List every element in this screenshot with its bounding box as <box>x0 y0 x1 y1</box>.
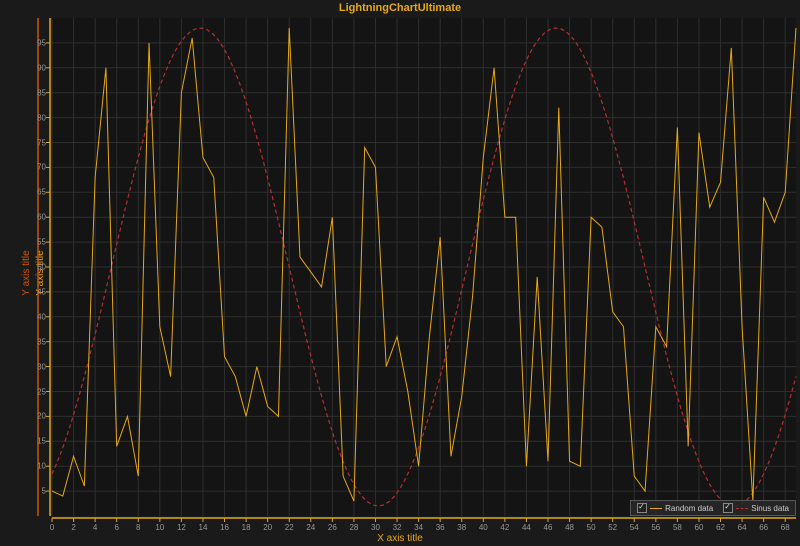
x-tick-label: 6 <box>114 523 118 532</box>
x-tick-label: 22 <box>285 523 294 532</box>
checkbox-icon[interactable] <box>723 503 733 513</box>
x-tick-label: 32 <box>393 523 402 532</box>
y-tick-label: 55 <box>28 238 46 247</box>
y-tick-label: 80 <box>28 113 46 122</box>
x-tick-label: 10 <box>155 523 164 532</box>
y-tick-label: 65 <box>28 188 46 197</box>
x-tick-label: 40 <box>479 523 488 532</box>
x-tick-label: 34 <box>414 523 423 532</box>
x-tick-label: 48 <box>565 523 574 532</box>
legend-item-random[interactable]: Random data <box>637 503 713 513</box>
x-tick-label: 64 <box>738 523 747 532</box>
x-tick-label: 0 <box>50 523 54 532</box>
x-tick-label: 66 <box>759 523 768 532</box>
y-tick-label: 15 <box>28 437 46 446</box>
x-tick-label: 50 <box>587 523 596 532</box>
x-tick-label: 18 <box>242 523 251 532</box>
y-tick-label: 85 <box>28 88 46 97</box>
x-tick-label: 20 <box>263 523 272 532</box>
x-tick-label: 62 <box>716 523 725 532</box>
plot-area <box>0 0 800 546</box>
x-tick-label: 16 <box>220 523 229 532</box>
x-tick-label: 28 <box>349 523 358 532</box>
x-tick-label: 24 <box>306 523 315 532</box>
y-tick-label: 30 <box>28 362 46 371</box>
x-tick-label: 14 <box>199 523 208 532</box>
x-tick-label: 12 <box>177 523 186 532</box>
y-tick-label: 35 <box>28 337 46 346</box>
x-tick-label: 52 <box>608 523 617 532</box>
x-tick-label: 46 <box>544 523 553 532</box>
x-tick-label: 58 <box>673 523 682 532</box>
chart-container: LightningChartUltimate Y axis title Y ax… <box>0 0 800 546</box>
y-tick-label: 20 <box>28 412 46 421</box>
x-tick-label: 26 <box>328 523 337 532</box>
x-tick-label: 4 <box>93 523 97 532</box>
x-tick-label: 38 <box>457 523 466 532</box>
legend-label-sinus: Sinus data <box>751 504 789 513</box>
y-tick-label: 60 <box>28 213 46 222</box>
legend-swatch-random <box>650 508 662 509</box>
y-tick-label: 95 <box>28 38 46 47</box>
x-tick-label: 54 <box>630 523 639 532</box>
y-tick-label: 25 <box>28 387 46 396</box>
legend: Random data Sinus data <box>630 500 796 516</box>
x-tick-label: 30 <box>371 523 380 532</box>
y-tick-label: 75 <box>28 138 46 147</box>
x-tick-label: 42 <box>500 523 509 532</box>
y-tick-label: 70 <box>28 163 46 172</box>
x-tick-label: 56 <box>651 523 660 532</box>
legend-item-sinus[interactable]: Sinus data <box>723 503 789 513</box>
x-tick-label: 44 <box>522 523 531 532</box>
y-tick-label: 40 <box>28 312 46 321</box>
legend-swatch-sinus <box>736 508 748 509</box>
x-tick-label: 36 <box>436 523 445 532</box>
y-tick-label: 50 <box>28 263 46 272</box>
x-tick-label: 8 <box>136 523 140 532</box>
y-tick-label: 90 <box>28 63 46 72</box>
legend-label-random: Random data <box>665 504 713 513</box>
y-tick-label: 10 <box>28 462 46 471</box>
x-tick-label: 60 <box>695 523 704 532</box>
x-tick-label: 68 <box>781 523 790 532</box>
y-tick-label: 5 <box>28 487 46 496</box>
x-tick-label: 2 <box>71 523 75 532</box>
checkbox-icon[interactable] <box>637 503 647 513</box>
y-tick-label: 45 <box>28 287 46 296</box>
